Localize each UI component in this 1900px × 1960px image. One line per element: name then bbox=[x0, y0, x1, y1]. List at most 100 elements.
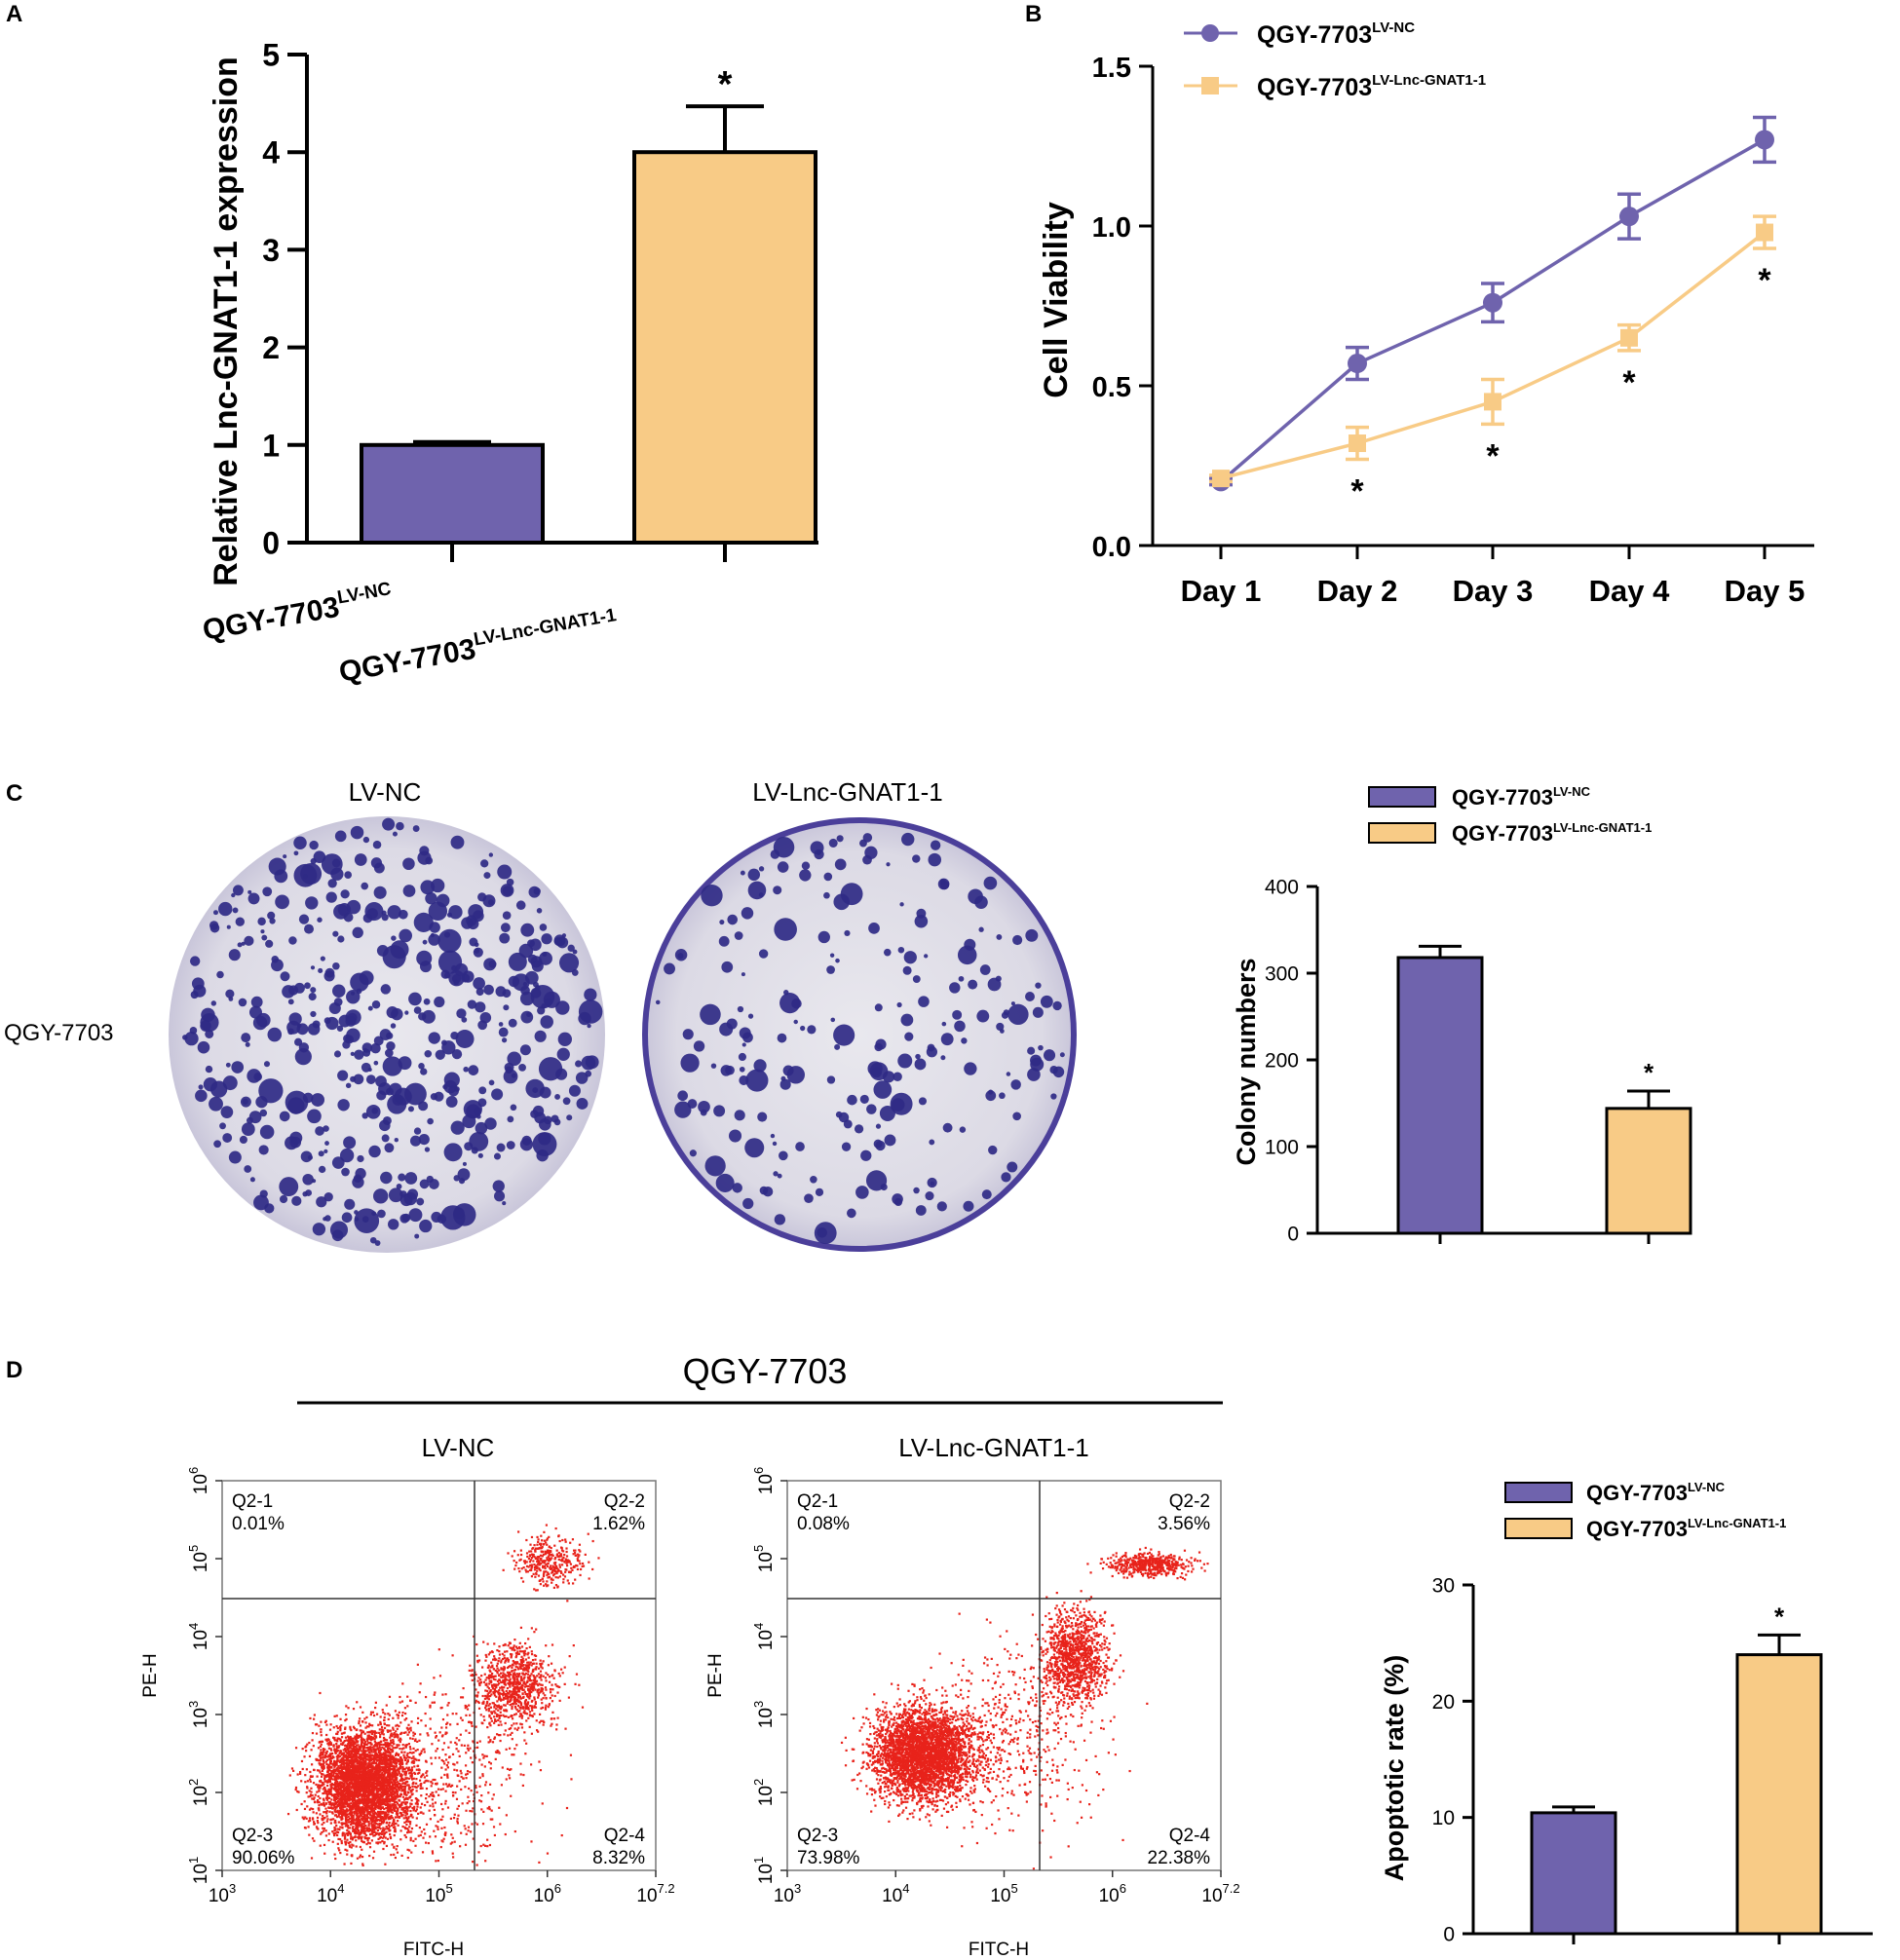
flow-event bbox=[394, 1757, 398, 1761]
flow-event bbox=[346, 1849, 349, 1852]
flow-event bbox=[346, 1803, 349, 1806]
flow-event bbox=[342, 1779, 346, 1783]
flow-event bbox=[330, 1806, 333, 1809]
chart-a-bar bbox=[360, 442, 545, 545]
flow-event bbox=[404, 1770, 408, 1773]
flow-event bbox=[333, 1788, 336, 1790]
flow-event bbox=[416, 1772, 420, 1775]
flow-event bbox=[394, 1803, 397, 1807]
flow-event bbox=[401, 1795, 404, 1798]
flow-event bbox=[342, 1805, 345, 1808]
flow-event bbox=[375, 1796, 378, 1799]
flow-event bbox=[352, 1762, 355, 1765]
flow-event bbox=[355, 1819, 358, 1822]
flow-event bbox=[336, 1801, 339, 1804]
flow-event bbox=[347, 1788, 350, 1790]
flow-event bbox=[390, 1805, 393, 1808]
flow-event bbox=[360, 1739, 362, 1742]
flow-event bbox=[360, 1837, 363, 1840]
colony-dot bbox=[873, 1080, 893, 1099]
colony-dot bbox=[1059, 1052, 1065, 1058]
flow-event bbox=[346, 1784, 349, 1787]
flow-event bbox=[344, 1798, 347, 1801]
flow-event bbox=[358, 1817, 361, 1820]
flow-event bbox=[318, 1804, 321, 1807]
flow-event bbox=[336, 1794, 339, 1797]
flow-event bbox=[361, 1746, 364, 1749]
colony-dot bbox=[544, 1115, 552, 1125]
flow-event bbox=[391, 1787, 395, 1790]
flow-event bbox=[412, 1747, 415, 1751]
flow-event bbox=[341, 1790, 344, 1793]
flow-event bbox=[341, 1742, 344, 1745]
flow-event bbox=[328, 1796, 331, 1799]
flow-event bbox=[349, 1725, 352, 1728]
flow-event bbox=[347, 1769, 350, 1772]
colony-dot bbox=[942, 1122, 953, 1133]
colony-dot bbox=[404, 1010, 409, 1015]
flow-event bbox=[318, 1754, 322, 1757]
flow-event bbox=[394, 1782, 397, 1786]
flow-event bbox=[400, 1779, 404, 1782]
colony-dot bbox=[902, 965, 912, 975]
flow-event bbox=[301, 1816, 304, 1819]
flow-event bbox=[352, 1774, 356, 1778]
flow-event bbox=[380, 1779, 383, 1782]
flow-event bbox=[330, 1798, 333, 1801]
flow-event bbox=[382, 1818, 385, 1821]
flow-event bbox=[344, 1805, 347, 1808]
flow-event bbox=[382, 1747, 386, 1750]
flow-event bbox=[364, 1777, 368, 1781]
flow-event bbox=[351, 1777, 354, 1781]
colony-dot bbox=[912, 854, 921, 863]
flow-event bbox=[379, 1814, 382, 1818]
flow-event bbox=[423, 1776, 426, 1779]
flow-event bbox=[329, 1792, 333, 1795]
flow-event bbox=[355, 1785, 358, 1788]
flow-event bbox=[378, 1766, 381, 1769]
flow-event bbox=[335, 1745, 338, 1748]
flow-event bbox=[372, 1782, 375, 1785]
colony-dot bbox=[390, 940, 409, 960]
colony-dot bbox=[983, 876, 998, 890]
flow-event bbox=[357, 1782, 360, 1785]
flow-event bbox=[332, 1762, 335, 1765]
colony-dot bbox=[228, 949, 241, 961]
chart-a-ytick-label: 4 bbox=[262, 135, 280, 170]
flow-event bbox=[341, 1772, 344, 1775]
flow-event bbox=[395, 1730, 398, 1733]
flow-event bbox=[350, 1846, 353, 1849]
colony-dot bbox=[680, 1053, 700, 1073]
flow-event bbox=[404, 1731, 407, 1734]
flow-event bbox=[384, 1765, 387, 1768]
flow-event bbox=[377, 1747, 380, 1751]
flow-event bbox=[374, 1775, 377, 1778]
flow-event bbox=[354, 1805, 357, 1808]
flow-event bbox=[369, 1832, 373, 1835]
flow-event bbox=[358, 1770, 361, 1773]
flow-event bbox=[388, 1829, 391, 1832]
flow-event bbox=[379, 1808, 382, 1811]
flow-event bbox=[372, 1749, 375, 1752]
flow-event bbox=[409, 1809, 412, 1813]
flow-event bbox=[347, 1755, 350, 1758]
colony-dot bbox=[739, 1074, 749, 1086]
flow-event bbox=[395, 1791, 398, 1794]
flow-event bbox=[313, 1839, 316, 1842]
colony-dot bbox=[713, 1105, 726, 1117]
flow-event bbox=[382, 1753, 386, 1755]
flow-event bbox=[360, 1828, 363, 1831]
flow-event bbox=[423, 1803, 427, 1807]
flow-event bbox=[387, 1784, 391, 1787]
flow-event bbox=[370, 1765, 373, 1768]
colony-dot bbox=[810, 1175, 817, 1184]
flow-event bbox=[330, 1765, 333, 1768]
flow-event bbox=[350, 1786, 353, 1789]
flow-event bbox=[338, 1784, 341, 1788]
flow-event bbox=[400, 1761, 404, 1765]
flow-event bbox=[345, 1717, 348, 1721]
colony-dot bbox=[539, 951, 552, 965]
flow-event bbox=[351, 1822, 354, 1825]
flow-event bbox=[332, 1756, 335, 1759]
flow-event bbox=[372, 1819, 375, 1823]
